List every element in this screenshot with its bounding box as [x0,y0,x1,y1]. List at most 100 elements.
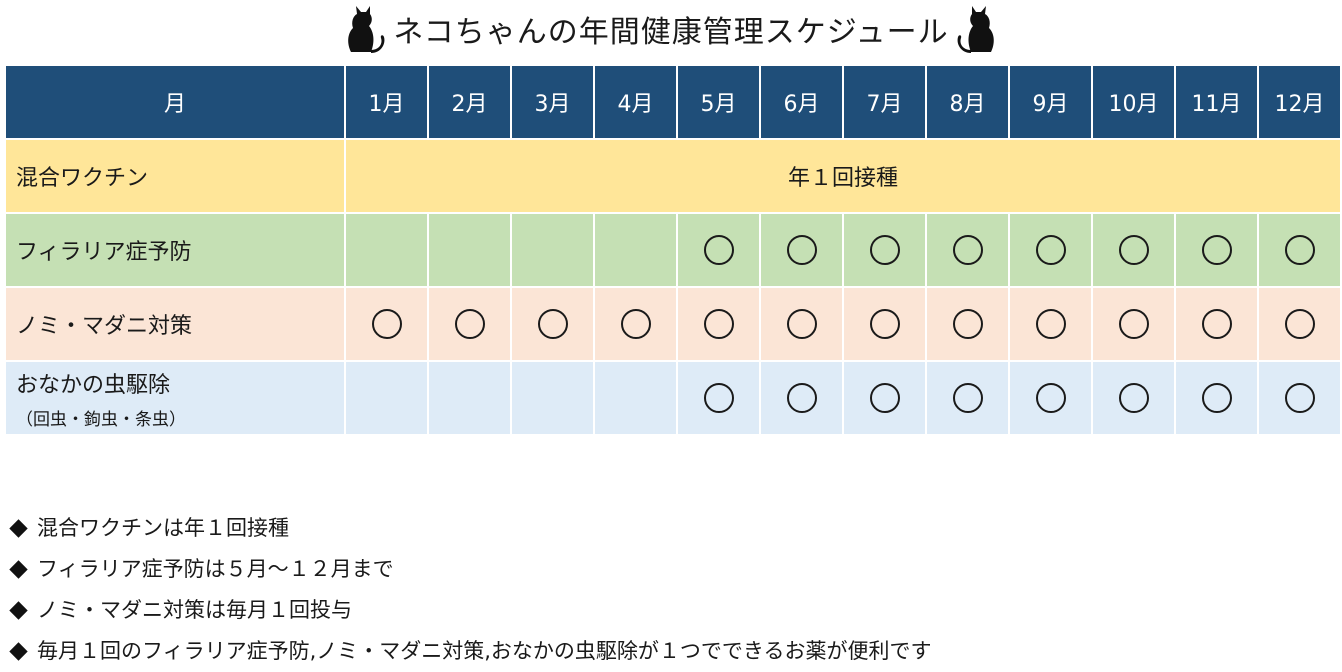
circle-mark-icon [703,383,734,413]
circle-mark-icon [1035,383,1066,413]
header-month-10: 10月 [1091,64,1176,140]
circle-mark-icon [1201,309,1232,339]
filaria-month-12-cell [1257,212,1342,288]
note-item: 毎月１回のフィラリア症予防,ノミ・マダニ対策,おなかの虫駆除が１つでできるお薬が… [6,631,1336,672]
circle-mark-icon [1035,309,1066,339]
circle-mark-icon [1284,235,1315,265]
worm-month-8-cell [925,360,1010,436]
header-month-7: 7月 [842,64,927,140]
header-month-8: 8月 [925,64,1010,140]
flea-row: ノミ・マダニ対策 [4,286,1342,362]
circle-mark-icon [1284,309,1315,339]
worm-month-12-cell [1257,360,1342,436]
vaccine-row: 混合ワクチン 年１回接種 [4,138,1342,214]
circle-mark-icon [454,309,485,339]
note-item: 混合ワクチンは年１回接種 [6,508,1336,549]
header-month-5: 5月 [676,64,761,140]
circle-mark-icon [869,309,900,339]
circle-mark-icon [1118,383,1149,413]
worm-month-2-cell [427,360,512,436]
filaria-label: フィラリア症予防 [4,212,346,288]
worm-month-5-cell [676,360,761,436]
worm-sublabel: （回虫・鉤虫・条虫） [16,409,186,430]
flea-month-12-cell [1257,286,1342,362]
worm-month-6-cell [759,360,844,436]
diamond-bullet-icon [9,560,28,579]
filaria-month-7-cell [842,212,927,288]
flea-month-2-cell [427,286,512,362]
filaria-month-10-cell [1091,212,1176,288]
worm-month-9-cell [1008,360,1093,436]
vaccine-span-text: 年１回接種 [344,138,1342,214]
worm-month-3-cell [510,360,595,436]
circle-mark-icon [620,309,651,339]
worm-row: おなかの虫駆除 （回虫・鉤虫・条虫） [4,360,1342,436]
note-item: フィラリア症予防は５月～１２月まで [6,549,1336,590]
header-month-label: 月 [4,64,346,140]
circle-mark-icon [1284,383,1315,413]
worm-label: おなかの虫駆除 [16,372,171,398]
circle-mark-icon [869,383,900,413]
header-month-6: 6月 [759,64,844,140]
header-month-2: 2月 [427,64,512,140]
header-month-1: 1月 [344,64,429,140]
header-month-9: 9月 [1008,64,1093,140]
circle-mark-icon [1201,235,1232,265]
header-month-4: 4月 [593,64,678,140]
flea-month-10-cell [1091,286,1176,362]
header-row: 月 1月 2月 3月 4月 5月 6月 7月 8月 9月 10月 11月 12月 [4,64,1342,140]
worm-month-1-cell [344,360,429,436]
note-item: ノミ・マダニ対策は毎月１回投与 [6,590,1336,631]
filaria-month-3-cell [510,212,595,288]
title-text: ネコちゃんの年間健康管理スケジュール [393,15,949,50]
worm-month-4-cell [593,360,678,436]
worm-label-cell: おなかの虫駆除 （回虫・鉤虫・条虫） [4,360,346,436]
flea-month-11-cell [1174,286,1259,362]
circle-mark-icon [1118,309,1149,339]
worm-month-7-cell [842,360,927,436]
circle-mark-icon [869,235,900,265]
diamond-bullet-icon [9,519,28,538]
worm-month-11-cell [1174,360,1259,436]
filaria-row: フィラリア症予防 [4,212,1342,288]
cat-right-icon [955,4,1001,54]
circle-mark-icon [952,309,983,339]
cat-left-icon [341,4,387,54]
header-month-12: 12月 [1257,64,1342,140]
flea-month-8-cell [925,286,1010,362]
notes-list: 混合ワクチンは年１回接種フィラリア症予防は５月～１２月までノミ・マダニ対策は毎月… [6,508,1336,672]
page-title: ネコちゃんの年間健康管理スケジュール [0,0,1342,58]
vaccine-label: 混合ワクチン [4,138,346,214]
worm-month-10-cell [1091,360,1176,436]
circle-mark-icon [1118,235,1149,265]
diamond-bullet-icon [9,642,28,661]
circle-mark-icon [703,309,734,339]
circle-mark-icon [786,309,817,339]
header-month-3: 3月 [510,64,595,140]
flea-month-6-cell [759,286,844,362]
circle-mark-icon [952,383,983,413]
flea-month-3-cell [510,286,595,362]
note-text: 混合ワクチンは年１回接種 [37,516,289,540]
circle-mark-icon [786,235,817,265]
schedule-table: 月 1月 2月 3月 4月 5月 6月 7月 8月 9月 10月 11月 12月 混合ワクチン 年１回… [4,64,1342,436]
circle-mark-icon [786,383,817,413]
flea-label: ノミ・マダニ対策 [4,286,346,362]
circle-mark-icon [537,309,568,339]
filaria-month-8-cell [925,212,1010,288]
filaria-month-6-cell [759,212,844,288]
flea-month-1-cell [344,286,429,362]
filaria-month-5-cell [676,212,761,288]
filaria-month-4-cell [593,212,678,288]
diamond-bullet-icon [9,601,28,620]
flea-month-4-cell [593,286,678,362]
flea-month-5-cell [676,286,761,362]
circle-mark-icon [1035,235,1066,265]
filaria-month-1-cell [344,212,429,288]
header-month-11: 11月 [1174,64,1259,140]
flea-month-7-cell [842,286,927,362]
note-text: フィラリア症予防は５月～１２月まで [37,557,394,581]
circle-mark-icon [703,235,734,265]
circle-mark-icon [371,309,402,339]
note-text: 毎月１回のフィラリア症予防,ノミ・マダニ対策,おなかの虫駆除が１つでできるお薬が… [37,639,932,663]
